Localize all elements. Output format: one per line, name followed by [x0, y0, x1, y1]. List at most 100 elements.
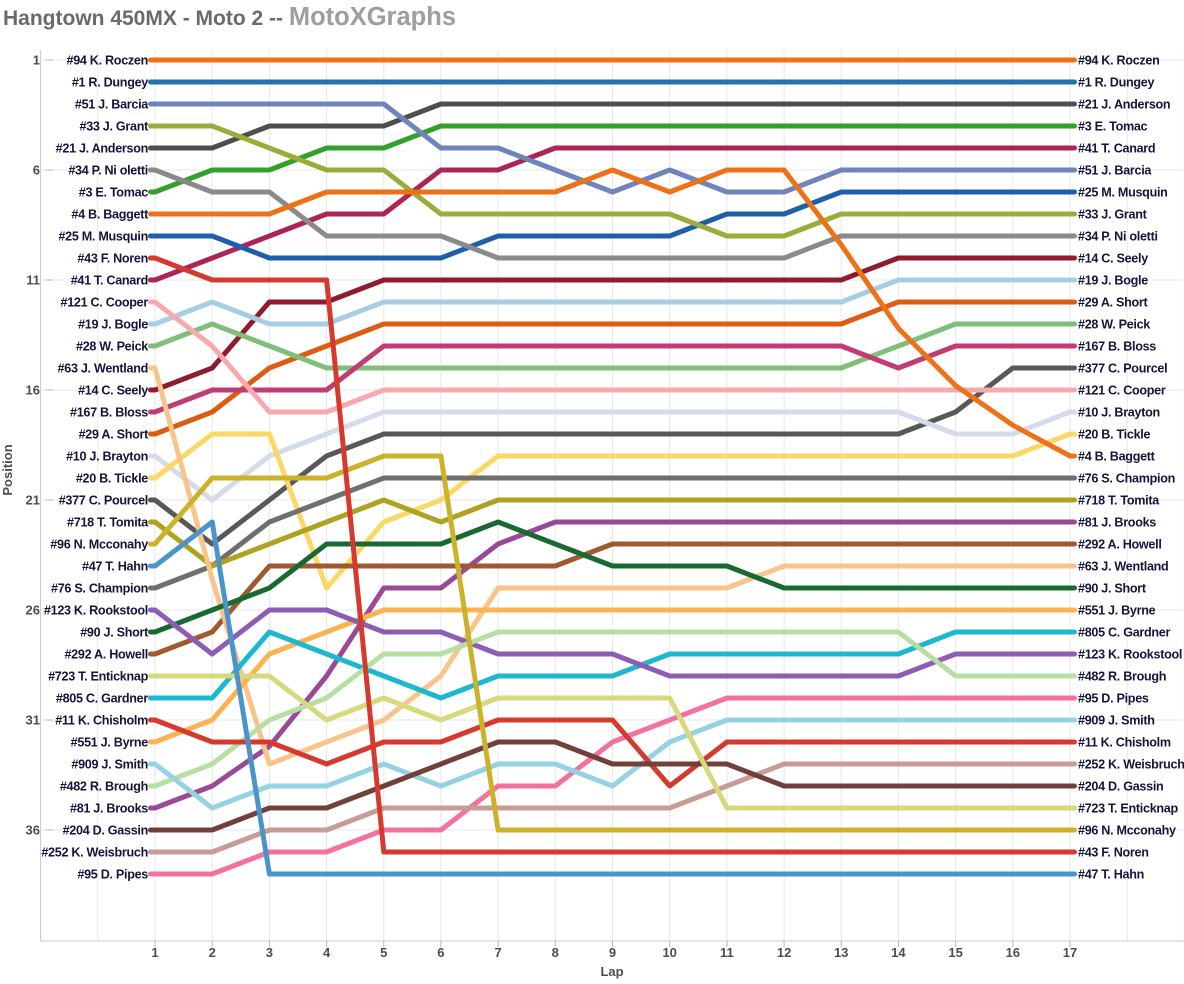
svg-text:#90 J. Short: #90 J. Short	[80, 626, 149, 640]
svg-text:Hangtown 450MX - Moto 2 -- Mot: Hangtown 450MX - Moto 2 -- MotoXGraphs	[3, 3, 456, 31]
svg-text:6: 6	[33, 163, 40, 178]
svg-text:#20 B. Tickle: #20 B. Tickle	[1078, 428, 1150, 442]
svg-text:#81 J. Brooks: #81 J. Brooks	[1078, 516, 1156, 530]
svg-text:#551 J. Byrne: #551 J. Byrne	[71, 736, 149, 750]
svg-text:#805 C. Gardner: #805 C. Gardner	[56, 692, 148, 706]
svg-text:#4 B. Baggett: #4 B. Baggett	[71, 208, 149, 222]
svg-text:#25 M. Musquin: #25 M. Musquin	[1078, 186, 1168, 200]
svg-text:#43 F. Noren: #43 F. Noren	[1078, 846, 1149, 860]
svg-text:#95 D. Pipes: #95 D. Pipes	[77, 868, 148, 882]
svg-text:#96 N. Mcconahy: #96 N. Mcconahy	[50, 538, 148, 552]
svg-text:2: 2	[209, 945, 216, 960]
svg-text:#29 A. Short: #29 A. Short	[1078, 296, 1149, 310]
svg-text:#94 K. Roczen: #94 K. Roczen	[67, 54, 149, 68]
svg-text:#41 T. Canard: #41 T. Canard	[71, 274, 148, 288]
svg-text:#805 C. Gardner: #805 C. Gardner	[1078, 626, 1170, 640]
svg-text:#723 T. Enticknap: #723 T. Enticknap	[48, 670, 148, 684]
svg-text:10: 10	[662, 945, 676, 960]
svg-text:9: 9	[609, 945, 616, 960]
svg-text:#551 J. Byrne: #551 J. Byrne	[1078, 604, 1156, 618]
svg-text:6: 6	[437, 945, 444, 960]
svg-text:12: 12	[777, 945, 791, 960]
svg-text:14: 14	[891, 945, 906, 960]
svg-text:#47 T. Hahn: #47 T. Hahn	[82, 560, 148, 574]
svg-text:#909 J. Smith: #909 J. Smith	[71, 758, 148, 772]
svg-text:5: 5	[380, 945, 387, 960]
svg-text:#34 P. Ni oletti: #34 P. Ni oletti	[68, 164, 148, 178]
svg-text:#377 C. Pourcel: #377 C. Pourcel	[59, 494, 148, 508]
svg-text:7: 7	[494, 945, 501, 960]
svg-text:Position: Position	[0, 444, 15, 495]
svg-text:#76 S. Champion: #76 S. Champion	[1078, 472, 1175, 486]
svg-text:#21 J. Anderson: #21 J. Anderson	[1078, 98, 1170, 112]
svg-text:#19 J. Bogle: #19 J. Bogle	[1078, 274, 1148, 288]
svg-text:#21 J. Anderson: #21 J. Anderson	[56, 142, 148, 156]
svg-text:21: 21	[26, 493, 40, 508]
svg-text:#482 R. Brough: #482 R. Brough	[1078, 670, 1166, 684]
svg-text:#63 J. Wentland: #63 J. Wentland	[1078, 560, 1168, 574]
svg-text:#14 C. Seely: #14 C. Seely	[1078, 252, 1148, 266]
svg-text:#10 J. Brayton: #10 J. Brayton	[1078, 406, 1160, 420]
svg-text:#20 B. Tickle: #20 B. Tickle	[76, 472, 148, 486]
svg-text:#167 B. Bloss: #167 B. Bloss	[1078, 340, 1156, 354]
svg-text:#34 P. Ni oletti: #34 P. Ni oletti	[1078, 230, 1158, 244]
svg-text:#14 C. Seely: #14 C. Seely	[78, 384, 148, 398]
svg-text:#28 W. Peick: #28 W. Peick	[76, 340, 149, 354]
svg-text:#28 W. Peick: #28 W. Peick	[1078, 318, 1151, 332]
svg-text:#95 D. Pipes: #95 D. Pipes	[1078, 692, 1149, 706]
svg-text:1: 1	[33, 53, 40, 68]
svg-text:#121 C. Cooper: #121 C. Cooper	[1078, 384, 1166, 398]
svg-text:#81 J. Brooks: #81 J. Brooks	[70, 802, 148, 816]
svg-text:#43 F. Noren: #43 F. Noren	[77, 252, 148, 266]
svg-text:#723 T. Enticknap: #723 T. Enticknap	[1078, 802, 1178, 816]
svg-text:31: 31	[26, 713, 40, 728]
svg-text:#51 J. Barcia: #51 J. Barcia	[1078, 164, 1152, 178]
svg-text:#252 K. Weisbruch: #252 K. Weisbruch	[1078, 758, 1184, 772]
svg-text:#11 K. Chisholm: #11 K. Chisholm	[1078, 736, 1171, 750]
svg-text:#1 R. Dungey: #1 R. Dungey	[1078, 76, 1154, 90]
svg-text:#292 A. Howell: #292 A. Howell	[1078, 538, 1162, 552]
svg-text:8: 8	[552, 945, 559, 960]
svg-text:#121 C. Cooper: #121 C. Cooper	[61, 296, 149, 310]
svg-text:#33 J. Grant: #33 J. Grant	[79, 120, 149, 134]
svg-text:#204 D. Gassin: #204 D. Gassin	[63, 824, 148, 838]
svg-text:#33 J. Grant: #33 J. Grant	[1078, 208, 1148, 222]
svg-text:#41 T. Canard: #41 T. Canard	[1078, 142, 1155, 156]
svg-text:13: 13	[834, 945, 848, 960]
svg-text:26: 26	[26, 603, 40, 618]
svg-text:15: 15	[948, 945, 962, 960]
svg-text:#123 K. Rookstool: #123 K. Rookstool	[1078, 648, 1182, 662]
svg-text:#482 R. Brough: #482 R. Brough	[60, 780, 148, 794]
svg-text:#96 N. Mcconahy: #96 N. Mcconahy	[1078, 824, 1176, 838]
svg-text:#1 R. Dungey: #1 R. Dungey	[72, 76, 148, 90]
svg-text:11: 11	[720, 945, 734, 960]
svg-text:3: 3	[266, 945, 273, 960]
svg-text:1: 1	[151, 945, 158, 960]
svg-text:17: 17	[1063, 945, 1077, 960]
svg-text:#29 A. Short: #29 A. Short	[79, 428, 150, 442]
svg-text:#76 S. Champion: #76 S. Champion	[51, 582, 148, 596]
svg-text:#204 D. Gassin: #204 D. Gassin	[1078, 780, 1163, 794]
svg-text:11: 11	[26, 273, 40, 288]
svg-text:#292 A. Howell: #292 A. Howell	[64, 648, 148, 662]
svg-text:4: 4	[323, 945, 331, 960]
svg-text:#718 T. Tomita: #718 T. Tomita	[1078, 494, 1160, 508]
svg-text:#3 E. Tomac: #3 E. Tomac	[79, 186, 149, 200]
svg-text:#10 J. Brayton: #10 J. Brayton	[66, 450, 148, 464]
svg-text:36: 36	[26, 823, 40, 838]
svg-text:#167 B. Bloss: #167 B. Bloss	[70, 406, 148, 420]
svg-text:#94 K. Roczen: #94 K. Roczen	[1078, 54, 1160, 68]
svg-text:#47 T. Hahn: #47 T. Hahn	[1078, 868, 1144, 882]
svg-text:#19 J. Bogle: #19 J. Bogle	[78, 318, 148, 332]
svg-text:#909 J. Smith: #909 J. Smith	[1078, 714, 1155, 728]
svg-text:#25 M. Musquin: #25 M. Musquin	[58, 230, 148, 244]
svg-text:#718 T. Tomita: #718 T. Tomita	[67, 516, 149, 530]
svg-text:#252 K. Weisbruch: #252 K. Weisbruch	[41, 846, 148, 860]
svg-text:#123 K. Rookstool: #123 K. Rookstool	[44, 604, 148, 618]
svg-text:#51 J. Barcia: #51 J. Barcia	[75, 98, 149, 112]
svg-text:#90 J. Short: #90 J. Short	[1078, 582, 1147, 596]
svg-text:#3 E. Tomac: #3 E. Tomac	[1078, 120, 1148, 134]
svg-text:16: 16	[1006, 945, 1020, 960]
svg-text:#63 J. Wentland: #63 J. Wentland	[58, 362, 148, 376]
svg-text:#4 B. Baggett: #4 B. Baggett	[1078, 450, 1156, 464]
